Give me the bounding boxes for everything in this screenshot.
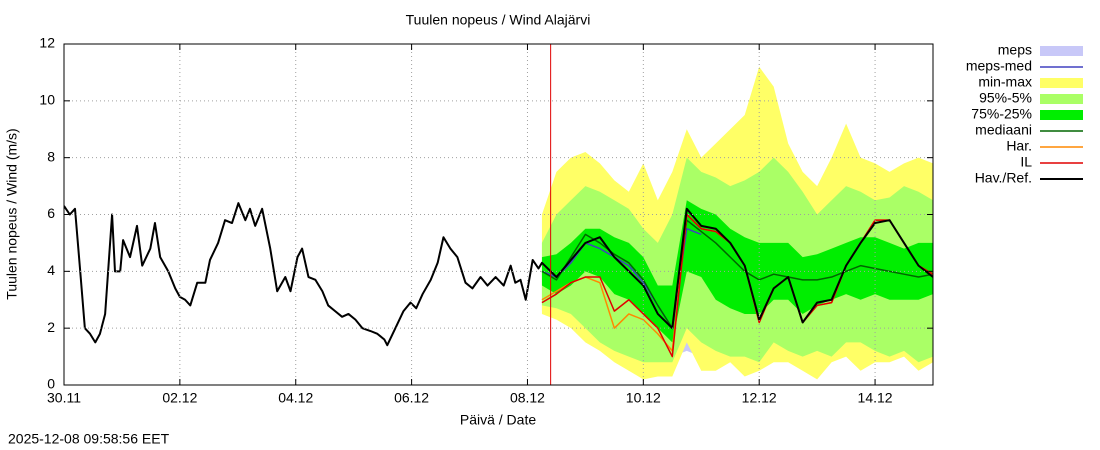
legend-swatch bbox=[1040, 78, 1083, 88]
x-tick-label: 12.12 bbox=[742, 390, 777, 406]
y-tick-label: 6 bbox=[47, 205, 55, 221]
legend-swatch bbox=[1040, 46, 1083, 56]
x-tick-label: 30.11 bbox=[47, 390, 81, 406]
lines bbox=[64, 44, 933, 385]
series-line bbox=[64, 202, 933, 347]
axes: 0 2 4 6 8 10 12 30.11 02.12 04.12 06.12 08.12 10.12 1… bbox=[39, 35, 934, 406]
band-area bbox=[541, 200, 933, 343]
legend-label: 75%-25% bbox=[971, 106, 1032, 122]
legend-label: min-max bbox=[978, 74, 1032, 90]
legend-label: mediaani bbox=[975, 122, 1032, 138]
y-tick-label: 8 bbox=[47, 148, 55, 164]
x-tick-label: 04.12 bbox=[278, 390, 313, 406]
y-tick-label: 10 bbox=[39, 92, 55, 108]
x-axis-label: Päivä / Date bbox=[460, 412, 536, 428]
legend: mepsmeps-medmin-max95%-5%75%-25%mediaani… bbox=[966, 42, 1083, 186]
y-axis-label: Tuulen nopeus / Wind (m/s) bbox=[4, 128, 20, 299]
x-tick-label: 08.12 bbox=[510, 390, 545, 406]
chart-title: Tuulen nopeus / Wind Alajärvi bbox=[406, 12, 591, 28]
legend-label: Har. bbox=[1006, 138, 1032, 154]
y-tick-label: 12 bbox=[39, 35, 55, 51]
timestamp: 2025-12-08 09:58:56 EET bbox=[8, 431, 170, 447]
plot-area: 0 2 4 6 8 10 12 30.11 02.12 04.12 06.12 08.12 10.12 1… bbox=[39, 35, 934, 406]
x-tick-label: 02.12 bbox=[162, 390, 197, 406]
legend-label: IL bbox=[1020, 154, 1032, 170]
x-tick-label: 06.12 bbox=[394, 390, 429, 406]
legend-label: 95%-5% bbox=[979, 90, 1032, 106]
legend-swatch bbox=[1040, 110, 1083, 120]
y-tick-label: 4 bbox=[47, 262, 55, 278]
y-tick-label: 2 bbox=[47, 319, 55, 335]
y-tick-label: 0 bbox=[47, 376, 55, 392]
legend-label: meps-med bbox=[966, 58, 1032, 74]
x-tick-label: 10.12 bbox=[626, 390, 661, 406]
plot-border bbox=[63, 43, 934, 386]
legend-swatch bbox=[1040, 94, 1083, 104]
x-tick-label: 14.12 bbox=[858, 390, 893, 406]
legend-label: Hav./Ref. bbox=[975, 170, 1032, 186]
legend-label: meps bbox=[998, 42, 1032, 58]
